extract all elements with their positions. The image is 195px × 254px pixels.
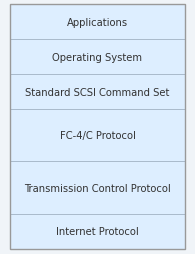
Bar xyxy=(10,109,185,162)
Text: FC-4/C Protocol: FC-4/C Protocol xyxy=(59,131,136,141)
Bar xyxy=(10,75,185,109)
Text: Transmission Control Protocol: Transmission Control Protocol xyxy=(24,183,171,193)
Bar xyxy=(10,5,185,40)
Text: Internet Protocol: Internet Protocol xyxy=(56,227,139,236)
Text: Standard SCSI Command Set: Standard SCSI Command Set xyxy=(25,87,170,97)
Bar xyxy=(10,40,185,75)
Text: Applications: Applications xyxy=(67,18,128,27)
Bar xyxy=(10,162,185,214)
Bar xyxy=(10,214,185,249)
Text: Operating System: Operating System xyxy=(52,52,143,62)
